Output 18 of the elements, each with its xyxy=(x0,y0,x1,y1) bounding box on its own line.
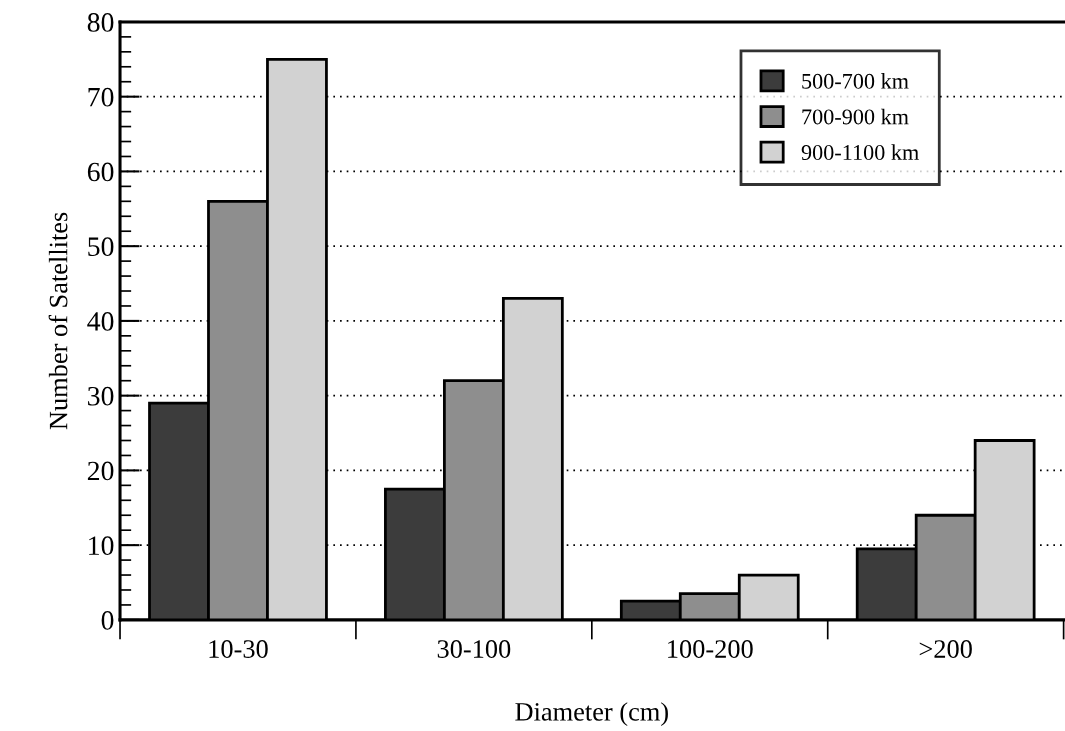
y-tick-label: 60 xyxy=(87,162,114,182)
x-axis-title: Diameter (cm) xyxy=(515,702,668,727)
y-tick-label: 0 xyxy=(101,611,114,630)
x-tick-label: 30-100 xyxy=(437,640,511,658)
legend-label: 900-1100 km xyxy=(801,144,919,160)
y-axis-title: Number of Satellites xyxy=(48,212,68,430)
y-tick-label: 50 xyxy=(88,237,114,257)
legend-label: 700-900 km xyxy=(802,108,909,125)
y-tick-label: 30 xyxy=(88,386,114,406)
x-tick-label: >200 xyxy=(919,640,972,658)
y-tick-label: 70 xyxy=(88,87,114,107)
y-tick-label: 80 xyxy=(87,13,114,32)
x-tick-label: 100-200 xyxy=(668,640,753,658)
legend-label: 500-700 km xyxy=(802,73,909,89)
y-tick-label: 10 xyxy=(89,536,114,556)
y-tick-label: 40 xyxy=(87,312,114,331)
y-tick-label: 20 xyxy=(87,461,114,481)
x-tick-label: 10-30 xyxy=(209,640,268,658)
